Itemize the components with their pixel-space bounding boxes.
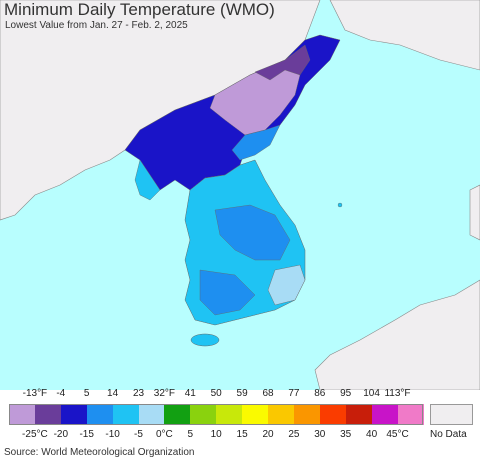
celsius-tick: -15 bbox=[79, 429, 94, 440]
region-nk-coldest bbox=[254, 44, 311, 81]
celsius-tick: 5 bbox=[187, 429, 194, 440]
legend-swatch bbox=[34, 404, 62, 425]
fahrenheit-tick: 5 bbox=[83, 388, 90, 399]
legend-swatch bbox=[9, 404, 36, 425]
fahrenheit-tick: 23 bbox=[132, 388, 145, 399]
legend-swatch bbox=[60, 404, 88, 425]
region-nk-coast bbox=[231, 124, 281, 161]
celsius-tick: 20 bbox=[262, 429, 274, 440]
celsius-tick: 10 bbox=[210, 429, 222, 440]
celsius-tick: -5 bbox=[134, 429, 143, 440]
celsius-tick: -20 bbox=[53, 429, 69, 440]
region-sk-central bbox=[214, 204, 291, 261]
source-credit: Source: World Meteorological Organizatio… bbox=[4, 447, 195, 458]
legend-swatch bbox=[345, 404, 373, 425]
fahrenheit-tick: 59 bbox=[236, 388, 248, 399]
legend-swatch bbox=[112, 404, 139, 425]
land-japan-island bbox=[469, 184, 480, 241]
celsius-tick: -25°C bbox=[22, 429, 48, 440]
fahrenheit-tick: 41 bbox=[184, 388, 196, 399]
fahrenheit-tick: 86 bbox=[314, 388, 326, 399]
region-west-coast bbox=[134, 159, 161, 201]
region-sk-south bbox=[199, 269, 256, 316]
celsius-tick: 0°C bbox=[155, 429, 173, 440]
legend-swatch bbox=[242, 404, 269, 425]
fahrenheit-tick: 50 bbox=[210, 388, 222, 399]
land-russia bbox=[329, 0, 480, 71]
celsius-tick: 15 bbox=[236, 429, 248, 440]
legend-swatch bbox=[164, 404, 191, 425]
legend-swatch bbox=[397, 404, 424, 425]
celsius-tick: 45°C bbox=[386, 429, 409, 440]
legend-swatch bbox=[86, 404, 114, 425]
island-jeju bbox=[190, 333, 220, 347]
legend-swatch bbox=[268, 404, 295, 425]
fahrenheit-tick: -13°F bbox=[22, 388, 48, 399]
fahrenheit-tick: 113°F bbox=[384, 388, 411, 399]
temperature-map bbox=[0, 0, 480, 390]
legend-swatch bbox=[216, 404, 243, 425]
fahrenheit-tick: 68 bbox=[262, 388, 274, 399]
celsius-tick: -10 bbox=[105, 429, 120, 440]
legend-swatch bbox=[138, 404, 165, 425]
land-japan bbox=[314, 279, 480, 390]
legend-swatch bbox=[293, 404, 321, 425]
fahrenheit-tick: 104 bbox=[363, 388, 380, 399]
fahrenheit-tick: 95 bbox=[340, 388, 352, 399]
legend-swatch bbox=[319, 404, 347, 425]
fahrenheit-tick: -4 bbox=[56, 388, 66, 399]
fahrenheit-tick: 32°F bbox=[153, 388, 176, 399]
legend-swatch bbox=[371, 404, 398, 425]
fahrenheit-tick: 77 bbox=[288, 388, 300, 399]
celsius-tick: 25 bbox=[288, 429, 300, 440]
celsius-tick: 40 bbox=[366, 429, 378, 440]
map-title: Minimum Daily Temperature (WMO) bbox=[4, 0, 275, 19]
map-subtitle: Lowest Value from Jan. 27 - Feb. 2, 2025 bbox=[5, 20, 188, 31]
island-ulleung bbox=[337, 202, 343, 208]
nodata-swatch bbox=[430, 404, 473, 425]
celsius-tick: 30 bbox=[314, 429, 326, 440]
fahrenheit-tick: 14 bbox=[107, 388, 119, 399]
celsius-tick: 35 bbox=[340, 429, 352, 440]
nodata-label: No Data bbox=[430, 429, 467, 440]
region-sk-warm bbox=[267, 264, 306, 306]
legend-swatch bbox=[190, 404, 217, 425]
